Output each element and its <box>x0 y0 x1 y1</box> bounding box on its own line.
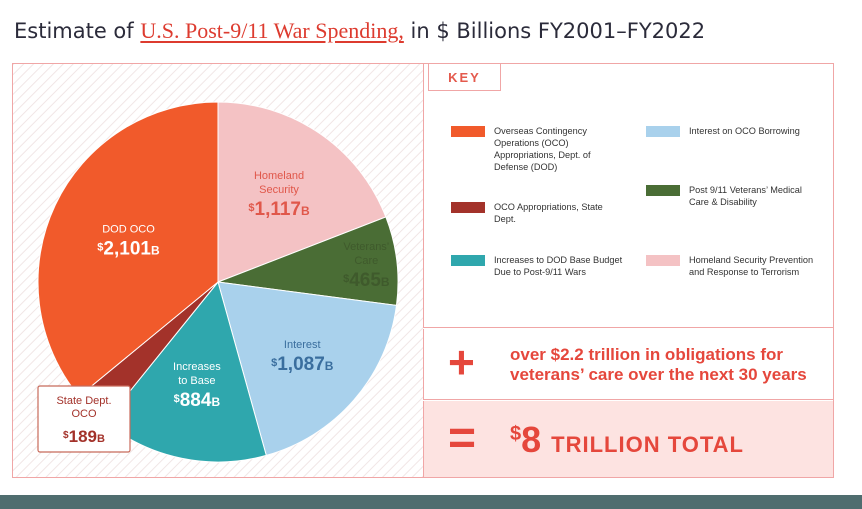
bottom-divider <box>0 495 862 509</box>
pie-slice-veterans <box>217 216 399 306</box>
title-link[interactable]: U.S. Post-9/11 War Spending, <box>140 18 404 43</box>
legend-item-interest: Interest on OCO Borrowing <box>646 125 829 137</box>
total-text: $8 TRILLION TOTAL <box>510 419 744 461</box>
total-amount: 8 <box>521 419 542 460</box>
legend-item-homeland: Homeland Security Prevention and Respons… <box>646 254 824 278</box>
slice-name-state-dept: State Dept. <box>56 395 111 407</box>
plus-icon: + <box>448 336 475 388</box>
slice-name-interest: Interest <box>284 339 321 351</box>
legend-item-state-dept: OCO Appropriations, State Dept. <box>451 201 604 225</box>
slice-value-homeland: $1,117B <box>248 199 310 220</box>
pie-slice-dod-oco <box>37 101 219 398</box>
legend-label-veterans: Post 9/11 Veterans’ Medical Care & Disab… <box>689 185 802 207</box>
legend-item-base-budget: Increases to DOD Base Budget Due to Post… <box>451 254 629 278</box>
legend-heading: KEY <box>428 64 501 91</box>
pie-chart-area: Homeland Security $1,117B Veterans’ Care $465… <box>13 64 423 477</box>
veterans-obligation-note: + over $2.2 trillion in obligations for … <box>423 329 833 400</box>
legend-item-veterans: Post 9/11 Veterans’ Medical Care & Disab… <box>646 184 817 208</box>
legend-label-homeland: Homeland Security Prevention and Respons… <box>689 255 814 277</box>
legend-swatch-state-dept <box>451 202 485 213</box>
legend-swatch-dod-oco <box>451 126 485 137</box>
legend-swatch-homeland <box>646 255 680 266</box>
title-prefix: Estimate of <box>14 19 134 43</box>
slice-label-state-dept: State Dept.OCO $189B <box>37 385 131 453</box>
legend-label-interest: Interest on OCO Borrowing <box>689 126 800 136</box>
slice-label-veterans: Veterans’ Care $465B <box>343 241 390 291</box>
pie-slice-interest <box>217 281 398 457</box>
legend-swatch-veterans <box>646 185 680 196</box>
slice-label-interest: Interest $1,087B <box>271 339 334 375</box>
slice-name-state-dept: OCO <box>71 408 97 420</box>
slice-name-base-budget: Increases <box>173 361 221 373</box>
slice-name-veterans: Veterans’ <box>343 241 389 253</box>
pie-slice-homeland <box>217 101 387 283</box>
slice-name-veterans: Care <box>354 255 378 267</box>
total-word: TRILLION TOTAL <box>551 432 744 457</box>
slice-label-base-budget: Increases to Base $884B <box>173 361 221 411</box>
legend-panel: KEY Overseas Contingency Operations (OCO… <box>423 64 833 328</box>
slice-value-interest: $1,087B <box>271 354 334 375</box>
slice-value-base-budget: $884B <box>174 390 221 411</box>
legend-item-dod-oco: Overseas Contingency Operations (OCO) Ap… <box>451 125 622 173</box>
slice-name-base-budget: to Base <box>178 375 215 387</box>
legend-label-dod-oco: Overseas Contingency Operations (OCO) Ap… <box>494 126 591 172</box>
legend-label-state-dept: OCO Appropriations, State Dept. <box>494 202 603 224</box>
callout-box <box>37 385 131 453</box>
slice-value-veterans: $465B <box>343 270 390 291</box>
title-suffix: in $ Billions FY2001–FY2022 <box>410 19 706 43</box>
legend-swatch-base-budget <box>451 255 485 266</box>
total-panel: = $8 TRILLION TOTAL <box>423 401 833 477</box>
slice-name-dod-oco: DOD OCO <box>102 224 155 236</box>
slice-value-dod-oco: $2,101B <box>97 239 160 260</box>
chart-title: Estimate of U.S. Post-9/11 War Spending,… <box>14 18 705 50</box>
obligation-text: over $2.2 trillion in obligations for ve… <box>510 345 807 384</box>
legend-label-base-budget: Increases to DOD Base Budget Due to Post… <box>494 255 623 277</box>
slice-name-homeland: Homeland <box>254 170 304 182</box>
equals-icon: = <box>448 412 477 465</box>
slice-name-homeland: Security <box>259 184 299 196</box>
legend-swatch-interest <box>646 126 680 137</box>
total-currency: $ <box>510 423 522 445</box>
slice-label-homeland: Homeland Security $1,117B <box>248 170 310 220</box>
slice-value-state-dept: $189B <box>63 427 105 446</box>
pie-chart: Homeland Security $1,117B Veterans’ Care $465… <box>13 64 423 477</box>
slice-label-dod-oco: DOD OCO $2,101B <box>97 224 160 260</box>
